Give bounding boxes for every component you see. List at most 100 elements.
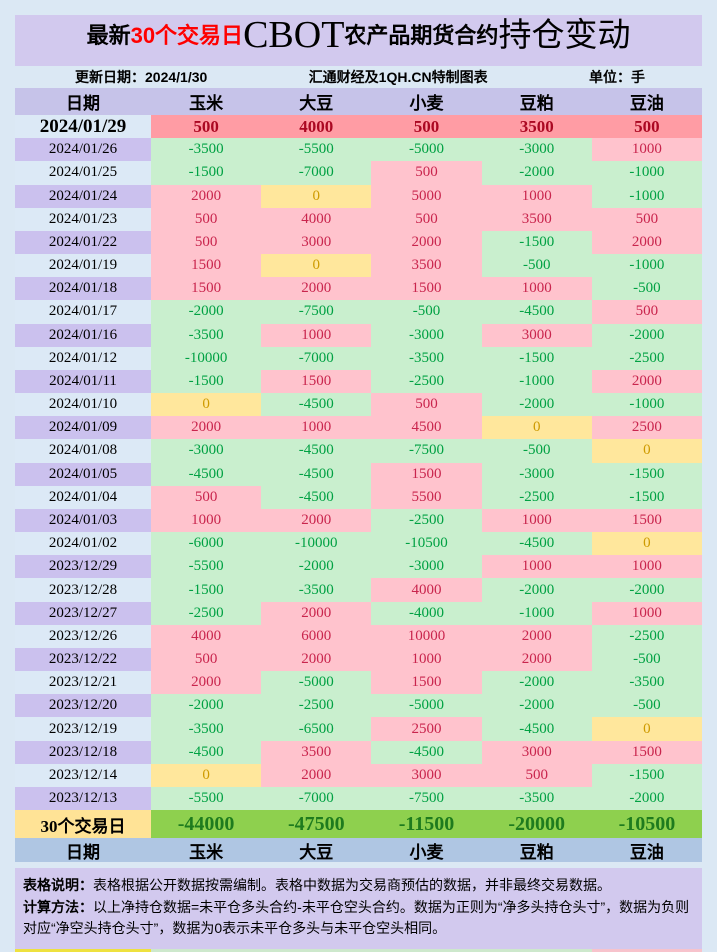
value-cell: 6000	[261, 624, 372, 648]
value-cell: 10000	[371, 624, 482, 648]
date-cell: 2023/12/19	[15, 717, 151, 741]
column-header-1: 玉米	[189, 94, 224, 113]
table-row: 2024/01/12 -10000 -7000 -3500 -1500 -2500	[15, 346, 703, 370]
note-method-label: 计算方法：	[23, 898, 93, 915]
value-cell: 1000	[371, 647, 482, 672]
date-cell: 2024/01/08	[15, 439, 151, 463]
date-cell: 2024/01/29	[15, 115, 151, 139]
value-cell: 2000	[151, 184, 262, 208]
date-cell: 2024/01/26	[15, 138, 151, 162]
date-cell: 2023/12/27	[15, 601, 151, 625]
title-prefix: 最新	[86, 23, 131, 48]
value-cell: 1500	[371, 277, 482, 301]
value-cell: -500	[481, 254, 592, 278]
title-highlight: 30个交易日	[130, 23, 244, 48]
column-header-2: 大豆	[299, 842, 334, 862]
table-row: 2024/01/22 500 3000 2000 -1500 2000	[15, 230, 703, 255]
value-cell: -6000	[151, 532, 262, 556]
value-cell: 1000	[481, 555, 592, 579]
meta-row: 更新日期：2024/1/30 汇通财经及1QH.CN特制图表 单位：手	[15, 66, 702, 88]
value-cell: 2000	[151, 671, 262, 695]
value-cell: 4000	[261, 207, 372, 231]
value-cell: -3500	[481, 786, 592, 811]
value-cell: 2000	[371, 230, 482, 255]
value-cell: -2500	[371, 508, 482, 533]
value-cell: 1000	[481, 184, 592, 208]
value-cell: -2000	[151, 694, 262, 718]
note-description-text: 表格根据公开数据按需编制。表格中数据为交易商预估的数据，并非最终交易数据。	[93, 877, 611, 893]
date-cell: 2024/01/16	[15, 323, 151, 347]
value-cell: 500	[591, 300, 703, 324]
table-row: 2024/01/05 -4500 -4500 1500 -3000 -1500	[15, 462, 703, 486]
value-cell: -4500	[481, 717, 592, 741]
value-cell: -1500	[151, 369, 262, 394]
value-cell: -7500	[371, 786, 482, 811]
date-cell: 2023/12/21	[15, 671, 151, 695]
value-cell: 1000	[261, 323, 372, 347]
value-cell: 2000	[261, 763, 372, 787]
value-cell: -4500	[481, 300, 592, 324]
value-cell: 3500	[481, 115, 592, 139]
value-cell: -1000	[591, 184, 703, 208]
note-description: 表格说明：表格根据公开数据按需编制。表格中数据为交易商预估的数据，并非最终交易数…	[23, 875, 690, 897]
value-cell: -5000	[261, 671, 372, 695]
value-cell: 1500	[151, 277, 262, 301]
table-row: 2024/01/09 2000 1000 4500 0 2500	[15, 416, 703, 440]
note-description-label: 表格说明：	[23, 877, 93, 893]
value-cell: 1000	[591, 555, 703, 579]
column-header-5: 豆油	[629, 94, 664, 113]
value-cell: -6500	[261, 717, 372, 741]
value-cell: 2000	[481, 647, 592, 672]
date-cell: 2024/01/03	[15, 508, 151, 533]
table-row: 2024/01/23 500 4000 500 3500 500	[15, 207, 703, 231]
value-cell: -2000	[481, 393, 592, 417]
date-cell: 2023/12/22	[15, 647, 151, 672]
value-cell: -3000	[481, 462, 592, 486]
table-row: 2023/12/26 4000 6000 10000 2000 -2500	[15, 624, 703, 648]
value-cell: 1500	[371, 462, 482, 486]
date-cell: 2024/01/12	[15, 346, 151, 370]
value-cell: -5500	[151, 555, 262, 579]
value-cell: -4500	[261, 439, 372, 463]
value-cell: -3500	[151, 138, 262, 162]
table-row: 2023/12/14 0 2000 3000 500 -1500	[15, 763, 703, 787]
date-cell: 2024/01/10	[15, 393, 151, 417]
value-cell: -5500	[261, 138, 372, 162]
date-cell: 2024/01/24	[15, 184, 151, 208]
date-cell: 2023/12/18	[15, 740, 151, 764]
notes-block: 表格说明：表格根据公开数据按需编制。表格中数据为交易商预估的数据，并非最终交易数…	[15, 868, 702, 950]
date-cell: 2024/01/19	[15, 254, 151, 278]
value-cell: 500	[591, 115, 703, 139]
summary-value-2: -11500	[371, 810, 482, 838]
title-banner: 最新 30个交易日 CBOT 农产品期货合约 持仓变动	[15, 14, 702, 66]
value-cell: -1000	[591, 254, 703, 278]
date-cell: 2024/01/09	[15, 416, 151, 440]
value-cell: 1000	[261, 416, 372, 440]
note-method: 计算方法：以上净持仓数据=未平仓多头合约-未平仓空头合约。数据为正则为“净多头持…	[23, 897, 690, 940]
value-cell: 0	[261, 254, 372, 278]
value-cell: -3000	[371, 323, 482, 347]
content-area: 最新 30个交易日 CBOT 农产品期货合约 持仓变动 更新日期：2024/1/…	[15, 14, 703, 950]
value-cell: -1500	[591, 462, 703, 486]
date-cell: 2023/12/26	[15, 624, 151, 648]
value-cell: -5500	[151, 786, 262, 811]
value-cell: 2000	[261, 601, 372, 625]
table-row: 2024/01/18 1500 2000 1500 1000 -500	[15, 277, 703, 301]
date-cell: 2023/12/14	[15, 763, 151, 787]
table-row: 2023/12/19 -3500 -6500 2500 -4500 0	[15, 717, 703, 741]
table-row: 2024/01/03 1000 2000 -2500 1000 1500	[15, 508, 703, 533]
value-cell: -10000	[151, 346, 262, 370]
table-body: 2024/01/29 500 4000 500 3500 500 2024/01/26 -35…	[15, 115, 703, 811]
summary-value-3: -20000	[481, 810, 592, 838]
value-cell: 3500	[481, 207, 592, 231]
table-row: 2023/12/21 2000 -5000 1500 -2000 -3500	[15, 671, 703, 695]
value-cell: -4000	[371, 601, 482, 625]
table-row: 2023/12/20 -2000 -2500 -5000 -2000 -500	[15, 694, 703, 718]
value-cell: 500	[371, 161, 482, 185]
value-cell: -3500	[261, 578, 372, 602]
value-cell: -3000	[151, 439, 262, 463]
value-cell: -7000	[261, 161, 372, 185]
value-cell: -4500	[261, 393, 372, 417]
value-cell: -1500	[151, 161, 262, 185]
